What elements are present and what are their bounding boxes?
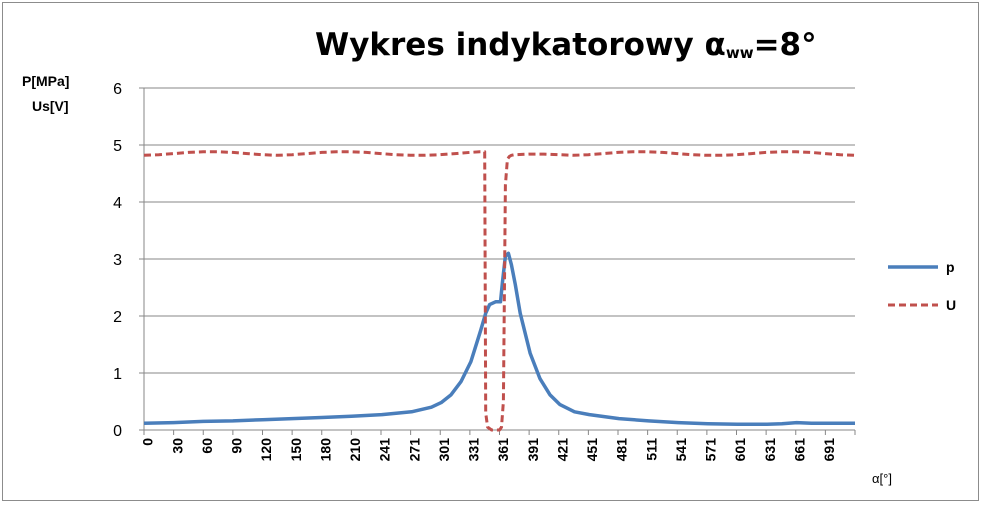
- x-tick-label: 210: [347, 438, 363, 462]
- x-tick-label: 90: [229, 438, 245, 454]
- x-tick-label: 120: [258, 438, 274, 462]
- y-tick-label: 1: [113, 366, 122, 383]
- x-tick-label: 0: [140, 438, 156, 446]
- x-tick-label: 511: [643, 438, 659, 461]
- y-tick-label: 2: [113, 309, 122, 326]
- legend-label-p: p: [946, 259, 955, 275]
- x-tick-label: 271: [406, 438, 422, 462]
- chart-title-main: Wykres indykatorowy: [315, 27, 705, 63]
- x-tick-label: 601: [732, 438, 748, 462]
- x-tick-label: 481: [614, 438, 630, 462]
- gridlines: [143, 87, 855, 435]
- chart-title: Wykres indykatorowy αww=8°: [315, 27, 817, 63]
- x-tick-label: 30: [169, 438, 185, 454]
- y-axis-label-line2: Us[V]: [32, 98, 69, 114]
- x-tick-label: 241: [377, 438, 393, 462]
- series-line-u: [143, 150, 856, 432]
- chart-title-alpha: α: [705, 27, 726, 63]
- x-tick-label: 691: [821, 438, 837, 462]
- x-tick-label: 571: [703, 438, 719, 462]
- series-line-p: [143, 251, 855, 427]
- x-tick-label: 541: [673, 438, 689, 462]
- x-axis-label: α[°]: [872, 471, 892, 486]
- x-tick-label: 661: [791, 438, 807, 462]
- x-tick-label: 391: [525, 438, 541, 462]
- y-axis-ticks: 0 1 2 3 4 5 6: [113, 81, 144, 440]
- x-tick-label: 451: [584, 438, 600, 462]
- y-tick-label: 3: [113, 252, 122, 269]
- y-tick-label: 6: [113, 81, 122, 98]
- x-tick-label: 150: [288, 438, 304, 462]
- chart-title-subscript: ww: [726, 44, 754, 62]
- x-tick-label: 631: [762, 438, 778, 462]
- y-tick-label: 5: [113, 138, 122, 155]
- y-axis-label-line1: P[MPa]: [22, 73, 69, 89]
- x-tick-label: 301: [436, 438, 452, 462]
- legend: pU: [888, 259, 956, 313]
- y-tick-label: 4: [113, 195, 122, 212]
- x-tick-label: 60: [199, 438, 215, 454]
- x-tick-label: 361: [495, 438, 511, 462]
- x-tick-label: 331: [466, 438, 482, 462]
- x-axis-ticks: 0 30 60 90 120 150 180 210 241 271 301 331 361 391 421…: [140, 430, 856, 462]
- y-tick-label: 0: [113, 423, 122, 440]
- x-tick-label: 421: [554, 438, 570, 462]
- x-tick-label: 180: [317, 438, 333, 462]
- series-layer: [143, 150, 856, 432]
- chart-title-tail: =8°: [754, 27, 817, 63]
- legend-label-u: U: [946, 297, 956, 313]
